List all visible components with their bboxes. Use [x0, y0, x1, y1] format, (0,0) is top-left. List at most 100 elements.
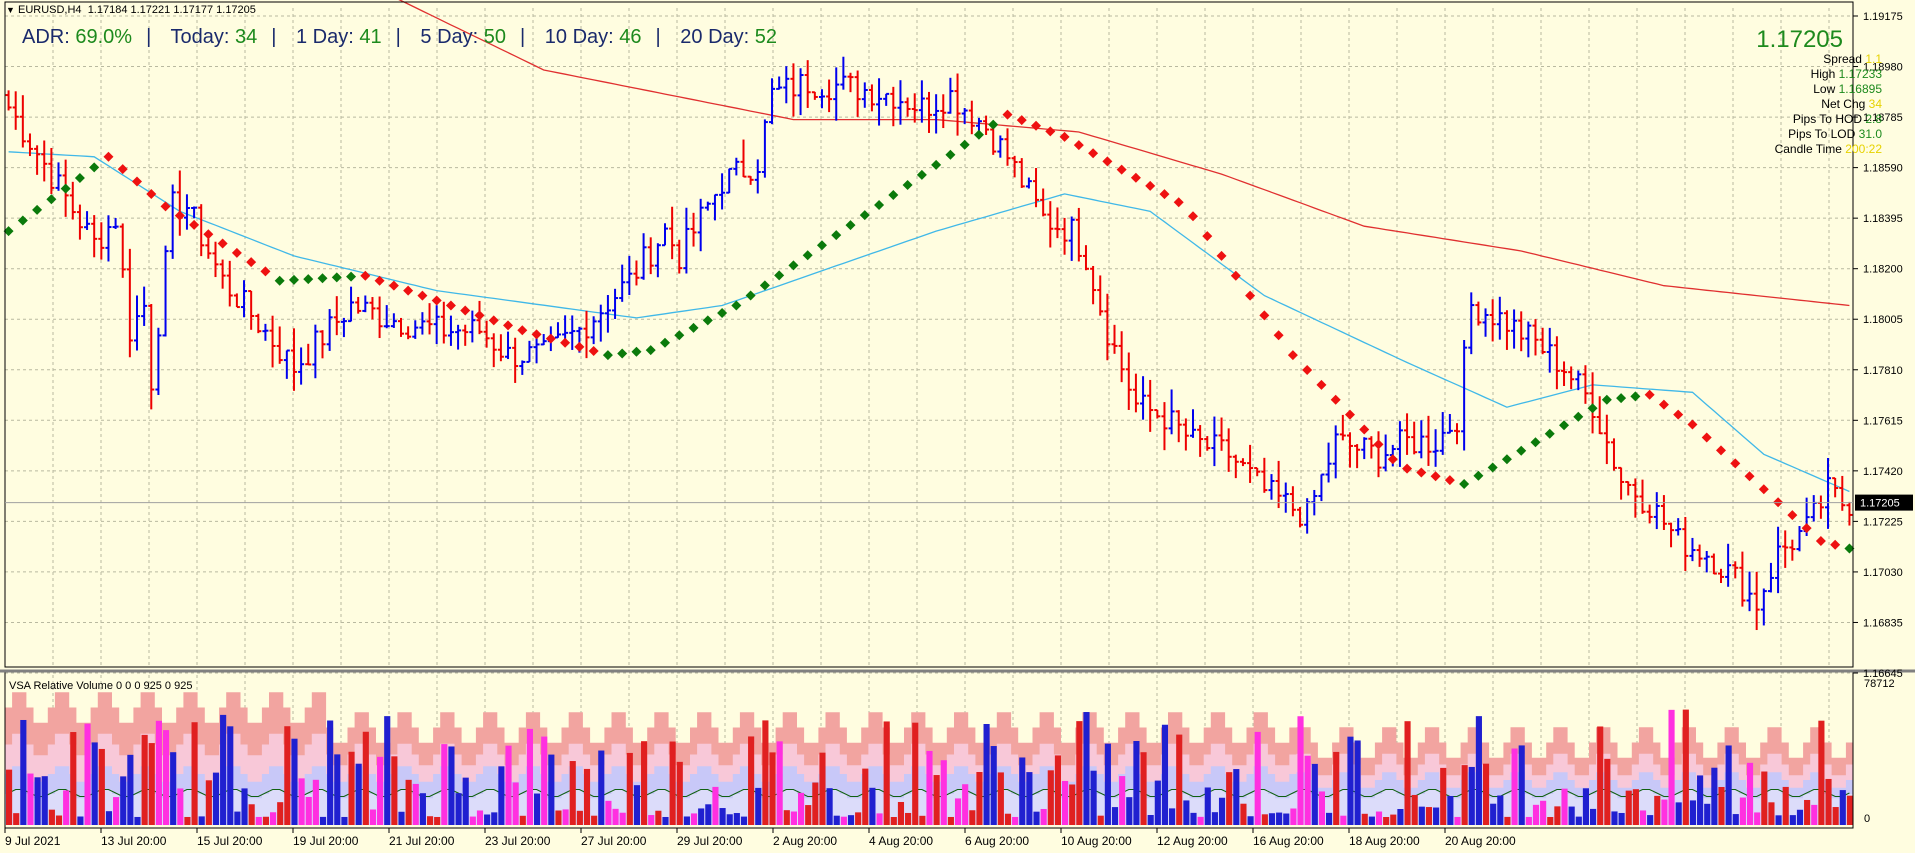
price-bar: [1832, 477, 1839, 498]
trend-diamond: [1130, 172, 1141, 183]
price-bar: [1268, 474, 1275, 500]
price-bar: [447, 315, 454, 346]
trend-diamond: [845, 220, 856, 231]
info-row-label: High: [1810, 67, 1839, 81]
volume-bar: [1575, 816, 1582, 825]
volume-bar: [1119, 776, 1126, 825]
time-tick-label: 16 Aug 20:00: [1253, 834, 1324, 848]
time-tick-label: 13 Jul 20:00: [101, 834, 167, 848]
trend-diamond: [731, 300, 742, 311]
time-tick-label: 15 Jul 20:00: [197, 834, 263, 848]
volume-bar: [1397, 809, 1404, 825]
volume-bar: [1433, 807, 1440, 825]
trend-diamond: [1402, 463, 1413, 474]
volume-bar: [769, 752, 776, 825]
volume-bar: [134, 816, 141, 825]
volume-bar: [155, 720, 162, 825]
price-bar: [1782, 530, 1789, 568]
price-bar: [112, 218, 119, 229]
price-bar: [690, 212, 697, 247]
trend-diamond: [1787, 510, 1798, 521]
day1-value: 41: [359, 26, 382, 48]
volume-bar: [598, 750, 605, 825]
trend-diamond: [488, 315, 499, 326]
price-bar: [740, 139, 747, 178]
price-bars: [5, 56, 1853, 631]
price-bar: [119, 223, 126, 278]
triangle-down-icon[interactable]: ▼: [6, 5, 15, 15]
price-bar: [918, 80, 925, 123]
price-bar: [1154, 409, 1161, 419]
price-bar: [1696, 544, 1703, 567]
volume-bar: [869, 787, 876, 825]
price-bar: [1668, 522, 1675, 548]
price-bar: [719, 173, 726, 210]
price-bar: [961, 107, 968, 124]
price-tick-label: 1.17810: [1863, 365, 1903, 377]
trend-diamond: [1473, 470, 1484, 481]
trend-diamond: [503, 320, 514, 331]
price-bar: [198, 204, 205, 257]
trend-diamond: [1216, 250, 1227, 261]
volume-bar: [969, 810, 976, 825]
price-bar: [183, 194, 190, 230]
info-row-label: Net Chg: [1821, 97, 1869, 111]
price-bar: [1660, 495, 1667, 530]
trend-diamond: [246, 257, 257, 268]
price-bar: [1767, 562, 1774, 593]
volume-bar: [127, 754, 134, 825]
volume-bar: [1597, 726, 1604, 825]
price-bar: [904, 97, 911, 117]
volume-bar: [241, 788, 248, 825]
volume-bar: [805, 805, 812, 825]
price-bar: [1525, 321, 1532, 358]
price-bar: [91, 215, 98, 258]
price-bar: [1760, 588, 1767, 626]
volume-bar: [1689, 800, 1697, 825]
volume-bar: [783, 810, 790, 825]
trend-diamond: [1701, 432, 1712, 443]
volume-bar: [705, 804, 712, 825]
price-panel-border: [4, 1, 1854, 668]
price-bar: [1297, 506, 1304, 528]
trend-diamond: [431, 295, 442, 306]
trend-diamond: [1259, 310, 1270, 321]
trend-diamond: [1159, 189, 1170, 200]
current-price-label: 1.17205: [1860, 498, 1900, 510]
volume-bar: [1668, 709, 1675, 825]
volume-bar: [1033, 811, 1040, 825]
volume-bar: [405, 779, 412, 825]
volume-bar: [191, 722, 198, 825]
trend-diamond: [1658, 399, 1669, 410]
price-bar: [1047, 201, 1054, 248]
volume-bar: [855, 812, 862, 825]
volume-bar: [555, 810, 562, 825]
info-row-label: Candle Time: [1774, 142, 1846, 156]
trend-diamond: [1616, 393, 1627, 404]
volume-bar: [990, 746, 997, 825]
volume-bar: [819, 752, 826, 825]
price-bar: [1646, 504, 1653, 524]
volume-bar: [583, 768, 591, 825]
volume-bar: [1789, 815, 1796, 825]
price-bar: [818, 89, 825, 109]
price-bar: [1332, 425, 1339, 479]
trend-diamond: [888, 189, 899, 200]
volume-bar: [1176, 734, 1183, 825]
trend-diamond: [1601, 394, 1612, 405]
price-bar: [1004, 128, 1011, 166]
trend-diamond: [1173, 197, 1184, 208]
volume-bar: [847, 815, 855, 825]
day1-label: 1 Day:: [296, 26, 354, 48]
price-bar: [1603, 414, 1610, 465]
price-bar: [226, 260, 233, 307]
volume-bar: [1547, 816, 1554, 825]
volume-bar: [790, 811, 797, 825]
volume-bar: [1311, 763, 1318, 825]
price-bar: [954, 73, 961, 136]
volume-bar: [98, 748, 105, 825]
volume-bar: [526, 728, 533, 825]
volume-bar: [897, 801, 905, 825]
volume-bar: [1618, 812, 1625, 825]
price-bar: [1261, 457, 1268, 493]
